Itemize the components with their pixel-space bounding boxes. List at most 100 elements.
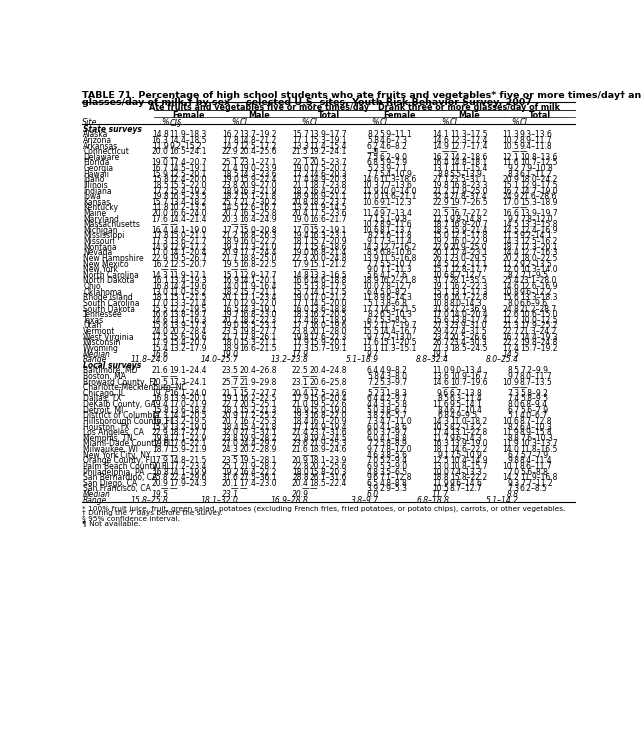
Text: 12.5–17.2: 12.5–17.2	[239, 141, 277, 151]
Text: 8.0–11.7: 8.0–11.7	[520, 372, 553, 381]
Text: 21.6: 21.6	[152, 366, 169, 376]
Text: 13.2–19.5: 13.2–19.5	[169, 417, 207, 426]
Text: 17.3–20.1: 17.3–20.1	[520, 243, 558, 252]
Text: 7.1–9.5: 7.1–9.5	[520, 271, 548, 280]
Text: 14.6: 14.6	[503, 282, 519, 291]
Text: Hillsborough County, FL: Hillsborough County, FL	[83, 417, 174, 426]
Text: 3.5–6.5: 3.5–6.5	[379, 468, 408, 477]
Text: 25.1: 25.1	[222, 158, 238, 167]
Text: Drank three or more glasses/day of milk: Drank three or more glasses/day of milk	[378, 103, 560, 112]
Text: Oklahoma: Oklahoma	[83, 288, 122, 297]
Text: 17.4–20.7: 17.4–20.7	[169, 158, 207, 167]
Text: —: —	[442, 383, 449, 392]
Text: 12.3–17.4: 12.3–17.4	[450, 136, 487, 145]
Text: 6.2–9.0: 6.2–9.0	[379, 153, 408, 162]
Text: Mississippi: Mississippi	[83, 232, 124, 241]
Text: 17.9–24.3: 17.9–24.3	[169, 479, 207, 488]
Text: 15.7–20.9: 15.7–20.9	[310, 237, 347, 246]
Text: 14.6: 14.6	[362, 176, 379, 185]
Text: 19.8: 19.8	[152, 439, 169, 448]
Text: 6.4: 6.4	[367, 288, 379, 297]
Text: —: —	[450, 203, 458, 212]
Text: 3.1–8.3: 3.1–8.3	[379, 389, 408, 398]
Text: 16.8: 16.8	[152, 394, 169, 403]
Text: New Hampshire: New Hampshire	[83, 254, 144, 263]
Text: 15.6–18.6: 15.6–18.6	[310, 243, 347, 252]
Text: 17.7: 17.7	[222, 226, 238, 235]
Text: 10.0–14.0: 10.0–14.0	[379, 187, 417, 196]
Text: Connecticut: Connecticut	[83, 147, 129, 156]
Text: 16.1–24.0: 16.1–24.0	[169, 389, 207, 398]
Text: 5.6–11.8: 5.6–11.8	[379, 232, 412, 241]
Text: 19.0: 19.0	[152, 158, 169, 167]
Text: —: —	[231, 220, 238, 229]
Text: 13.1–22.8: 13.1–22.8	[450, 428, 487, 437]
Text: 18.8–25.0: 18.8–25.0	[239, 254, 277, 263]
Text: 17.6–22.1: 17.6–22.1	[169, 439, 206, 448]
Text: 13.4–19.3: 13.4–19.3	[169, 276, 207, 285]
Text: 16.2–20.5: 16.2–20.5	[310, 310, 347, 319]
Text: 20.9: 20.9	[292, 456, 309, 465]
Text: 4.4: 4.4	[367, 400, 379, 409]
Text: 17.0: 17.0	[152, 299, 169, 308]
Text: 15.0–19.0: 15.0–19.0	[310, 406, 347, 415]
Text: State surveys: State surveys	[83, 125, 142, 134]
Text: 6.0: 6.0	[367, 428, 379, 437]
Text: 19.7: 19.7	[152, 389, 169, 398]
Text: 19.9–28.2: 19.9–28.2	[239, 434, 277, 443]
Text: 13.3–18.3: 13.3–18.3	[520, 294, 558, 303]
Text: 9.5–14.1: 9.5–14.1	[450, 400, 483, 409]
Text: 5.2: 5.2	[367, 389, 379, 398]
Text: West Virginia: West Virginia	[83, 332, 134, 341]
Text: 21.7: 21.7	[222, 254, 238, 263]
Text: 13.6–18.4: 13.6–18.4	[169, 406, 207, 415]
Text: 17.6–22.3: 17.6–22.3	[310, 332, 347, 341]
Text: 25.8: 25.8	[152, 473, 169, 482]
Text: 14.5–19.1: 14.5–19.1	[169, 164, 207, 173]
Text: 19.8–24.8: 19.8–24.8	[520, 338, 557, 347]
Text: 18.3: 18.3	[292, 310, 309, 319]
Text: 14.6–20.3: 14.6–20.3	[310, 170, 347, 179]
Text: 20.1: 20.1	[432, 248, 449, 257]
Text: 13.9–19.7: 13.9–19.7	[520, 209, 558, 218]
Text: 7.5–10.9: 7.5–10.9	[450, 450, 483, 459]
Text: 14.5–20.0: 14.5–20.0	[310, 299, 347, 308]
Text: 15.8–25.8: 15.8–25.8	[131, 496, 169, 505]
Text: 17.1–23.4: 17.1–23.4	[239, 294, 277, 303]
Text: 19.5: 19.5	[222, 259, 238, 269]
Text: 17.9: 17.9	[292, 350, 309, 359]
Text: 9.7: 9.7	[367, 332, 379, 341]
Text: 10.7–12.5: 10.7–12.5	[520, 158, 558, 167]
Text: 22.5: 22.5	[292, 366, 309, 376]
Text: 22.8: 22.8	[292, 462, 309, 471]
Text: —: —	[239, 484, 247, 494]
Text: 5.1: 5.1	[367, 299, 379, 308]
Text: 15.0–21.1: 15.0–21.1	[169, 232, 206, 241]
Text: 15.7–19.1: 15.7–19.1	[310, 344, 347, 353]
Text: 4.3–8.0: 4.3–8.0	[379, 372, 408, 381]
Text: 27.1: 27.1	[432, 176, 449, 185]
Text: 6.0: 6.0	[367, 423, 379, 432]
Text: 20.4: 20.4	[292, 209, 309, 218]
Text: District of Columbia: District of Columbia	[83, 412, 160, 421]
Text: —: —	[231, 153, 238, 162]
Text: 14.9–20.3: 14.9–20.3	[310, 176, 347, 185]
Text: 10.6: 10.6	[432, 271, 449, 280]
Text: 11.0–15.2: 11.0–15.2	[169, 288, 206, 297]
Text: 11.1–15.4: 11.1–15.4	[450, 164, 487, 173]
Text: 6.7: 6.7	[507, 406, 519, 415]
Text: 14.3–23.6: 14.3–23.6	[239, 170, 277, 179]
Text: 10.3: 10.3	[362, 181, 379, 190]
Text: 15.5: 15.5	[292, 282, 309, 291]
Text: 13.0: 13.0	[152, 288, 169, 297]
Text: 5.3–9.0: 5.3–9.0	[379, 462, 408, 471]
Text: 12.6–16.9: 12.6–16.9	[520, 282, 558, 291]
Text: 11.0–18.2: 11.0–18.2	[450, 417, 487, 426]
Text: 18.2–23.7: 18.2–23.7	[310, 198, 347, 207]
Text: 13.8–17.4: 13.8–17.4	[450, 316, 487, 325]
Text: 18.9: 18.9	[222, 187, 238, 196]
Text: 15.1–21.8: 15.1–21.8	[239, 192, 277, 201]
Text: 20.0: 20.0	[152, 147, 169, 156]
Text: 24.0: 24.0	[152, 327, 169, 336]
Text: 23.6: 23.6	[292, 439, 309, 448]
